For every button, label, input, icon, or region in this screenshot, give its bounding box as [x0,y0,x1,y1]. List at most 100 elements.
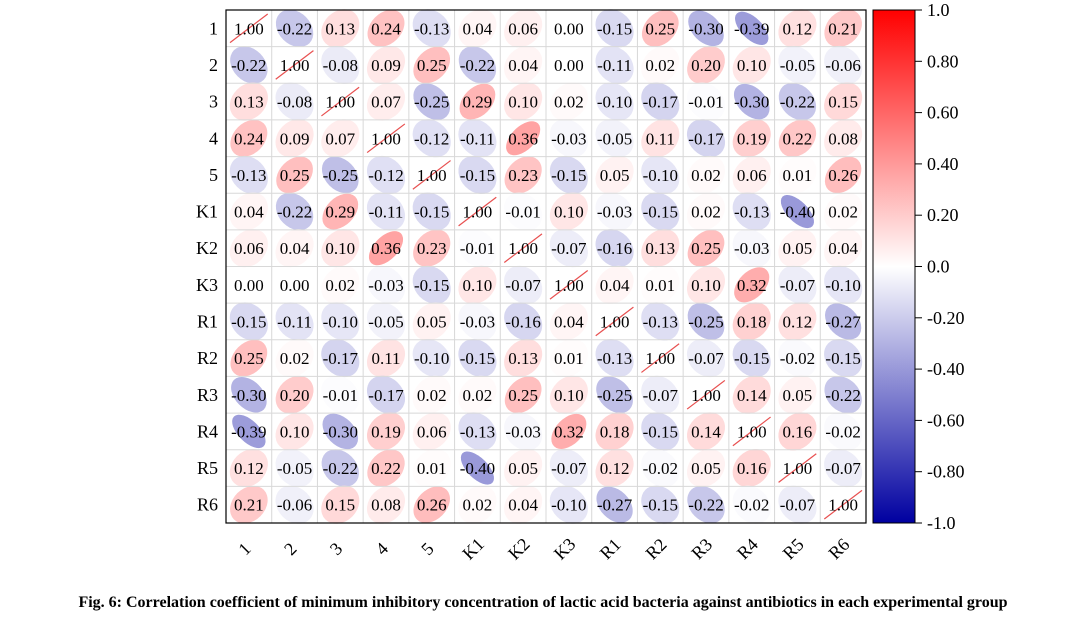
column-label: R1 [596,534,625,563]
row-label: 5 [209,165,218,185]
correlation-ellipse [275,339,314,378]
correlation-ellipse [687,303,725,340]
diagonal-mark [458,196,497,227]
correlation-ellipse [686,265,726,304]
correlation-ellipse [549,45,588,85]
correlation-ellipse [230,339,268,377]
correlation-ellipse [732,155,771,194]
correlation-ellipse [686,339,726,378]
column-label: R2 [642,534,671,563]
correlation-ellipse [549,155,588,194]
cell-value-label: 0.05 [783,386,813,405]
cell-value-label: -0.05 [780,56,815,75]
cell-value-label: -0.17 [368,386,404,405]
column-label: K2 [504,534,534,564]
correlation-ellipse [732,485,771,524]
correlation-ellipse [824,229,863,268]
correlation-ellipse [778,412,817,451]
cell-value-label: -0.22 [231,56,266,75]
row-label: R4 [197,421,218,441]
cell-value-label: -0.15 [734,349,769,368]
cell-value-label: 0.16 [783,422,813,441]
correlation-ellipse [321,449,359,487]
cell-value-label: -0.11 [597,56,632,75]
cell-value-label: 0.04 [828,239,858,258]
correlation-ellipse [504,302,543,341]
cell-value-label: -0.02 [734,496,769,515]
cell-value-label: 0.12 [600,459,630,478]
correlation-ellipse [732,375,771,414]
correlation-ellipse [366,412,406,451]
cell-value-label: 0.10 [463,276,493,295]
correlation-ellipse [367,449,405,487]
correlation-ellipse [641,82,680,121]
colorbar-tick-label: -0.20 [927,308,965,328]
correlation-ellipse [366,82,406,121]
correlation-ellipse [368,231,404,266]
correlation-ellipse [458,265,497,304]
column-label: 3 [326,539,347,560]
correlation-ellipse [778,375,817,414]
row-label: 1 [209,18,218,38]
cell-value-label: -0.07 [825,459,861,478]
cell-value-label: -0.22 [323,459,358,478]
cell-value-label: 0.26 [417,496,447,515]
cell-value-label: -0.27 [597,496,633,515]
cell-value-label: -0.25 [414,93,449,112]
correlation-ellipse [504,82,543,121]
cell-value-label: 0.22 [371,459,401,478]
correlation-ellipse [366,192,406,231]
column-label: K1 [458,534,488,564]
cell-value-label: 0.24 [371,19,401,38]
cell-value-label: 0.06 [737,166,767,185]
correlation-ellipse [458,339,497,378]
colorbar-tick-label: 0.20 [927,205,959,225]
diagonal-mark [229,13,269,44]
cell-value-label: -0.17 [688,129,724,148]
correlation-ellipse [275,448,314,488]
correlation-ellipse [549,9,588,48]
cell-value-label: 0.22 [783,129,813,148]
correlation-ellipse [322,413,359,450]
correlation-ellipse [778,485,817,524]
cell-value-label: 0.13 [645,239,675,258]
column-label: R3 [687,534,716,563]
correlation-ellipse [275,82,314,121]
cell-value-label: -0.13 [414,19,449,38]
cell-value-label: 0.04 [554,312,584,331]
cell-value-label: 0.02 [463,496,493,515]
correlation-ellipse [641,265,680,304]
cell-value-label: 0.36 [371,239,401,258]
cell-value-label: 0.05 [600,166,630,185]
correlation-ellipse [595,155,634,194]
cell-value-label: 0.10 [325,239,355,258]
correlation-ellipse [778,302,817,341]
correlation-ellipse [641,448,680,488]
correlation-ellipse [412,339,451,378]
cell-value-label: -0.11 [460,129,495,148]
correlation-ellipse [366,485,406,524]
cell-value-label: -0.13 [231,166,266,185]
cell-value-label: 0.06 [234,239,264,258]
cell-value-label: 0.21 [828,19,858,38]
cell-value-label: -0.15 [460,166,495,185]
correlation-ellipse [322,193,359,230]
cell-value-label: 0.19 [737,129,767,148]
cell-value-label: -0.22 [277,19,312,38]
cell-value-label: -0.01 [688,93,723,112]
cell-value-label: 1.00 [508,239,538,258]
cell-value-label: 0.04 [463,19,493,38]
correlation-ellipse [686,192,726,231]
colorbar [872,9,916,524]
cell-value-label: 0.36 [508,129,538,148]
cell-value-label: 0.06 [417,422,447,441]
row-label: R1 [197,311,218,331]
cell-value-label: 0.25 [234,349,264,368]
cell-value-label: -0.15 [414,203,449,222]
correlation-ellipse [595,265,634,304]
cell-value-label: -0.16 [505,312,540,331]
cell-value-label: 1.00 [417,166,447,185]
correlation-ellipse [506,121,541,156]
cell-value-label: -0.25 [688,312,723,331]
diagonal-mark [778,453,817,483]
